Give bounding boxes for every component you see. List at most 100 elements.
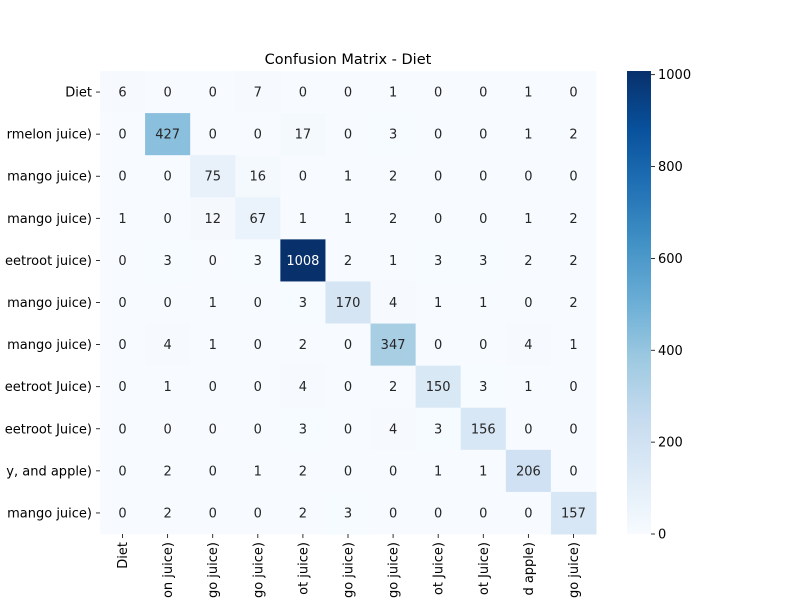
cell-value-label: 0 (209, 464, 217, 479)
heatmap-cell (145, 365, 191, 409)
heatmap-cell (415, 113, 462, 156)
column-tick-label: ot Juice) (432, 542, 447, 595)
cell-value-label: 347 (381, 338, 406, 353)
heatmap-cell (550, 155, 597, 198)
heatmap-cell (415, 197, 462, 240)
cell-value-label: 1 (209, 296, 217, 311)
cell-value-label: 0 (163, 296, 171, 311)
heatmap-cell (100, 197, 146, 240)
cell-value-label: 156 (471, 422, 496, 437)
heatmap-cell (460, 491, 507, 535)
heatmap-cell (100, 491, 146, 535)
cell-value-label: 1 (434, 296, 442, 311)
heatmap-cell (235, 323, 281, 367)
heatmap-cell (370, 281, 417, 325)
heatmap-cell (415, 239, 462, 282)
cell-value-label: 0 (344, 128, 352, 143)
cell-value-label: 0 (118, 464, 126, 479)
cell-value-label: 1 (299, 212, 307, 227)
cell-value-label: 1 (479, 296, 487, 311)
heatmap-cell (505, 491, 552, 535)
cell-value-label: 1 (524, 86, 532, 101)
cell-value-label: 6 (118, 86, 126, 101)
heatmap-cell (505, 323, 552, 367)
cell-value-label: 150 (426, 380, 451, 395)
heatmap-cell (280, 281, 326, 325)
heatmap-cell (550, 239, 597, 282)
cell-value-label: 0 (254, 506, 262, 521)
cell-value-label: 1 (524, 212, 532, 227)
heatmap-cell (145, 113, 191, 156)
cell-value-label: 0 (118, 128, 126, 143)
heatmap-cell (370, 197, 417, 240)
cell-value-label: 1 (389, 86, 397, 101)
heatmap-cell (415, 407, 462, 451)
heatmap-cell (415, 365, 462, 409)
cell-value-label: 157 (561, 506, 586, 521)
cell-value-label: 3 (299, 296, 307, 311)
heatmap-cell (415, 71, 462, 114)
cell-value-label: 2 (299, 464, 307, 479)
cell-value-label: 0 (118, 296, 126, 311)
heatmap-cell (325, 407, 372, 451)
heatmap-cell (505, 113, 552, 156)
cell-value-label: 1 (344, 212, 352, 227)
heatmap-cell (100, 239, 146, 282)
heatmap-cell (190, 71, 236, 114)
cell-value-label: 3 (479, 380, 487, 395)
heatmap-cell (550, 491, 597, 535)
cell-value-label: 75 (204, 170, 221, 185)
heatmap-cell (415, 491, 462, 535)
cell-value-label: 0 (163, 422, 171, 437)
cell-value-label: 0 (209, 128, 217, 143)
heatmap-cell (370, 113, 417, 156)
heatmap-cell (415, 155, 462, 198)
cell-value-label: 0 (434, 170, 442, 185)
heatmap-cell (460, 407, 507, 451)
cell-value-label: 0 (254, 128, 262, 143)
cell-value-label: 1 (254, 464, 262, 479)
cell-value-label: 0 (163, 212, 171, 227)
heatmap-cell (370, 155, 417, 198)
cell-value-label: 0 (434, 212, 442, 227)
heatmap-cell (460, 197, 507, 240)
heatmap-cell (370, 323, 417, 367)
row-tick-label: eetroot juice) (5, 254, 92, 269)
cell-value-label: 2 (569, 296, 577, 311)
heatmap-cell (505, 197, 552, 240)
cell-value-label: 0 (118, 254, 126, 269)
heatmap-cell (190, 197, 236, 240)
cell-value-label: 0 (344, 380, 352, 395)
heatmap-cell (370, 365, 417, 409)
cell-value-label: 0 (569, 422, 577, 437)
row-tick-label: Diet (65, 86, 92, 101)
heatmap-cell (145, 449, 191, 493)
heatmap-cell (550, 323, 597, 367)
chart-title: Confusion Matrix - Diet (265, 52, 432, 68)
cell-value-label: 3 (299, 422, 307, 437)
heatmap-cell (460, 365, 507, 409)
cell-value-label: 2 (344, 254, 352, 269)
row-tick-label: eetroot Juice) (5, 422, 92, 437)
cell-value-label: 3 (163, 254, 171, 269)
heatmap-cell (145, 407, 191, 451)
heatmap-cell (145, 155, 191, 198)
heatmap-cell (145, 239, 191, 282)
colorbar-tick-label: 1000 (658, 68, 691, 83)
heatmap-cell (280, 197, 326, 240)
cell-value-label: 0 (163, 86, 171, 101)
heatmap-cell (460, 323, 507, 367)
cell-value-label: 2 (569, 212, 577, 227)
cell-value-label: 0 (524, 170, 532, 185)
heatmap-cell (100, 407, 146, 451)
heatmap-cell (415, 449, 462, 493)
heatmap-cell (325, 323, 372, 367)
cell-value-label: 0 (569, 380, 577, 395)
cell-value-label: 0 (118, 380, 126, 395)
cell-value-label: 3 (434, 422, 442, 437)
cell-value-label: 2 (569, 128, 577, 143)
row-tick-label: y, and apple) (6, 464, 92, 479)
cell-value-label: 0 (254, 338, 262, 353)
heatmap-cell (505, 407, 552, 451)
heatmap-cell (235, 71, 281, 114)
